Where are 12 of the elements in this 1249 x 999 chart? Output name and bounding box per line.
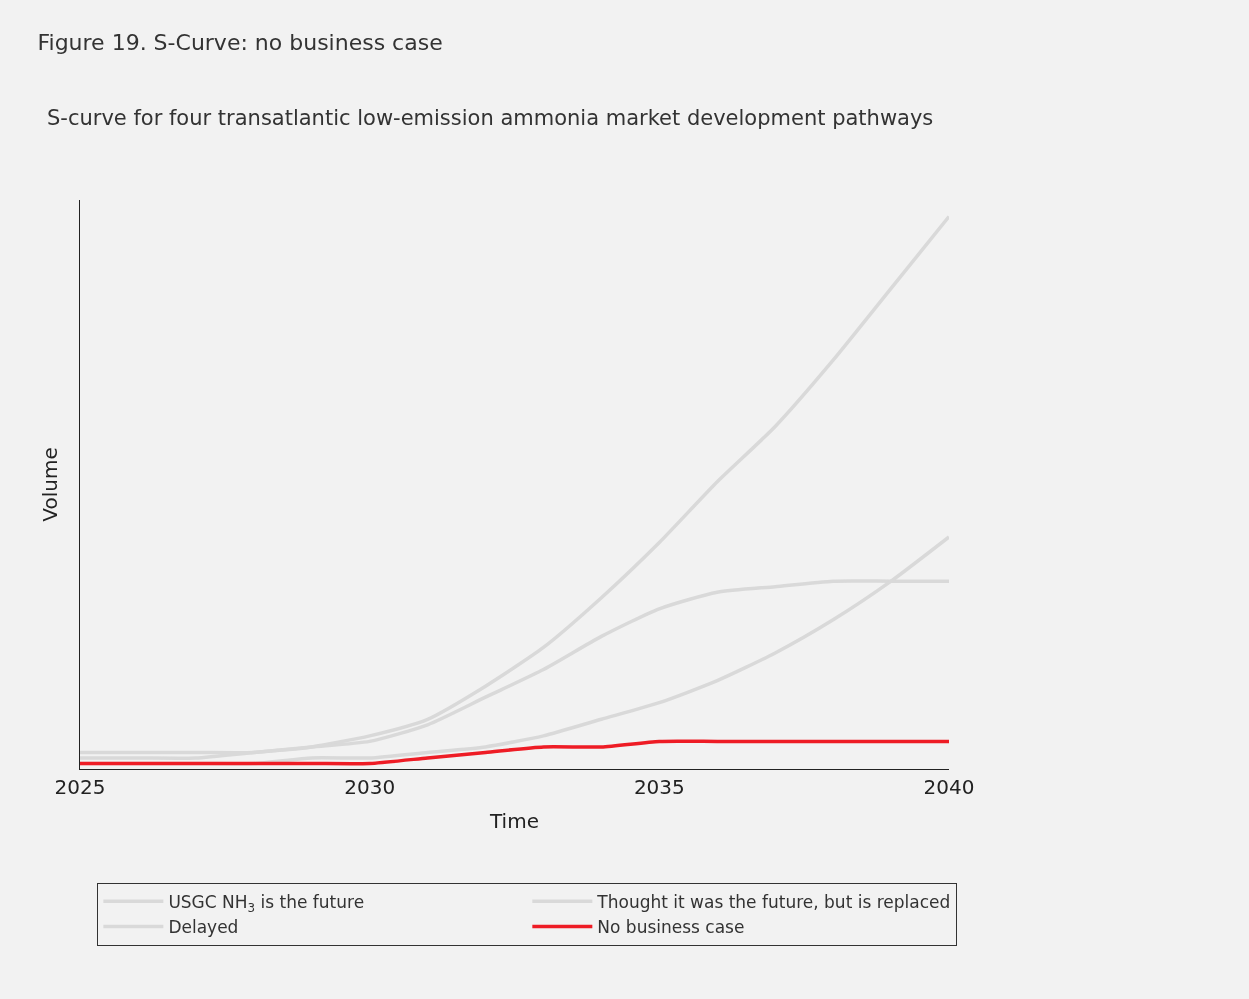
legend-label: USGC NH$_{3}$ is the future bbox=[168, 891, 365, 915]
x-tick-label: 2025 bbox=[54, 775, 106, 800]
chart-subtitle: S-curve for four transatlantic low-emission ammonia market development pathways bbox=[47, 106, 934, 130]
x-tick-label: 2030 bbox=[344, 775, 396, 800]
chart-title: Figure 19. S-Curve: no business case bbox=[37, 30, 443, 56]
x-tick-label: 2040 bbox=[923, 775, 975, 800]
x-axis-title: Time bbox=[489, 808, 539, 833]
legend-label: No business case bbox=[597, 917, 745, 938]
y-axis-title: Volume bbox=[38, 447, 63, 522]
legend-label: Delayed bbox=[168, 917, 239, 938]
x-tick-label: 2035 bbox=[633, 775, 685, 800]
legend-label: Thought it was the future, but is replaced bbox=[596, 891, 951, 912]
